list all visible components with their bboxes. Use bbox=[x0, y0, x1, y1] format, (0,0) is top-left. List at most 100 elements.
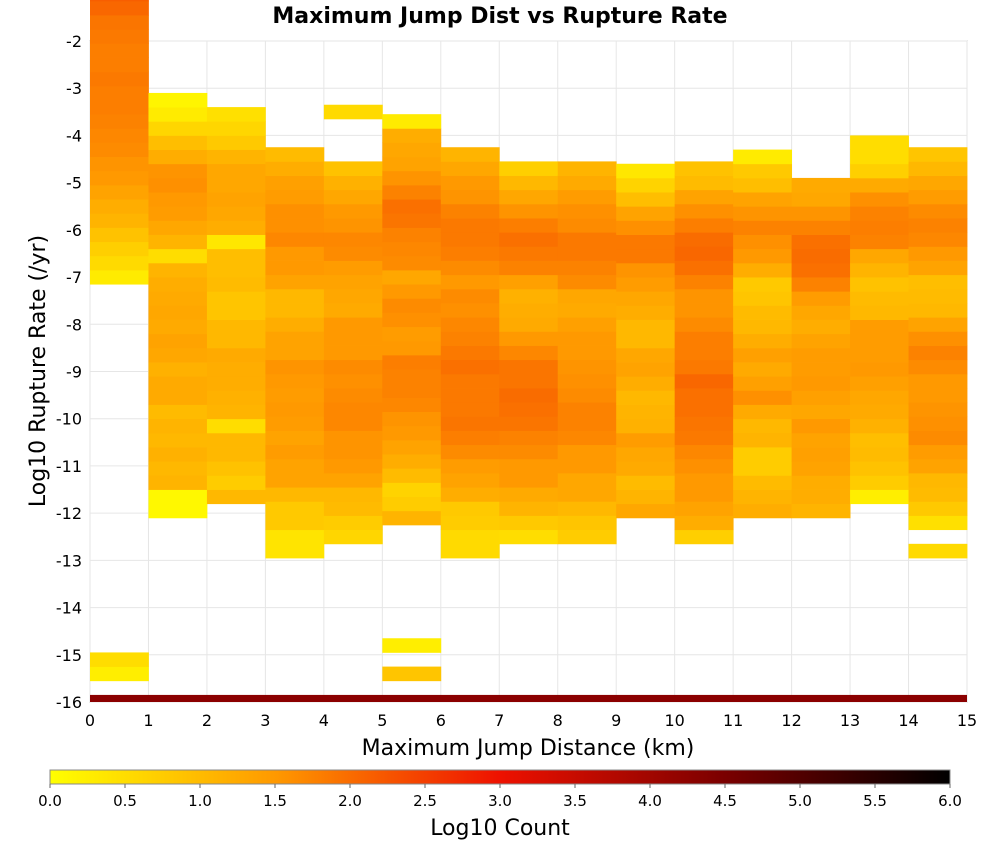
heatmap-cell bbox=[323, 515, 383, 531]
heatmap-cell bbox=[850, 248, 909, 264]
heatmap-cell bbox=[791, 447, 851, 462]
heatmap-cell bbox=[206, 432, 266, 448]
heatmap-cell bbox=[850, 333, 909, 349]
heatmap-cell bbox=[206, 234, 266, 250]
heatmap-cell bbox=[674, 288, 734, 304]
heatmap-cell bbox=[148, 404, 208, 420]
heatmap-cell bbox=[733, 376, 792, 391]
heatmap-cell bbox=[616, 305, 676, 320]
heatmap-cell bbox=[850, 305, 909, 320]
heatmap-cell bbox=[616, 447, 676, 462]
y-tick-label: -9 bbox=[66, 363, 82, 382]
heatmap-cell bbox=[90, 666, 149, 682]
heatmap-cell bbox=[206, 262, 266, 278]
heatmap-cell bbox=[908, 402, 968, 417]
heatmap-cell bbox=[908, 246, 968, 261]
heatmap-cell bbox=[382, 255, 442, 271]
heatmap-cell bbox=[265, 444, 325, 460]
heatmap-cell bbox=[791, 305, 851, 320]
heatmap-cell bbox=[323, 303, 383, 318]
heatmap-cell bbox=[791, 362, 851, 377]
heatmap-cell bbox=[791, 475, 851, 490]
heatmap-cell bbox=[265, 161, 325, 176]
heatmap-cell bbox=[90, 57, 149, 73]
heatmap-cell bbox=[382, 425, 442, 441]
heatmap-cell bbox=[265, 288, 325, 304]
y-tick-label: -11 bbox=[56, 457, 82, 476]
heatmap-cell bbox=[557, 515, 617, 531]
heatmap-cell bbox=[265, 501, 325, 516]
heatmap-cell bbox=[733, 390, 792, 405]
heatmap-cell bbox=[616, 163, 676, 179]
heatmap-cell bbox=[557, 373, 617, 389]
heatmap-cell bbox=[733, 305, 792, 320]
heatmap-cell bbox=[850, 192, 909, 207]
heatmap-cell bbox=[148, 262, 208, 278]
heatmap-cell bbox=[616, 277, 676, 292]
heatmap-cell bbox=[674, 175, 734, 191]
heatmap-cell bbox=[908, 260, 968, 276]
heatmap-cell bbox=[908, 232, 968, 247]
heatmap-cell bbox=[440, 501, 500, 516]
heatmap-cell bbox=[791, 220, 851, 235]
heatmap-cell bbox=[499, 458, 559, 474]
heatmap-cell bbox=[265, 260, 325, 276]
heatmap-cell bbox=[499, 161, 559, 176]
heatmap-cell bbox=[265, 487, 325, 502]
heatmap-cell bbox=[148, 92, 208, 108]
heatmap-cell bbox=[323, 359, 383, 375]
heatmap-cell bbox=[148, 503, 208, 519]
heatmap-cell bbox=[265, 416, 325, 431]
heatmap-cell bbox=[206, 404, 266, 420]
heatmap-cell bbox=[674, 232, 734, 247]
heatmap-cell bbox=[265, 317, 325, 332]
heatmap-cell bbox=[499, 288, 559, 304]
heatmap-cell bbox=[674, 515, 734, 531]
heatmap-cell bbox=[265, 274, 325, 290]
heatmap-cell bbox=[733, 404, 792, 420]
heatmap-cell bbox=[148, 418, 208, 434]
heatmap-cell bbox=[674, 458, 734, 474]
heatmap-cell bbox=[850, 390, 909, 405]
heatmap-cell bbox=[908, 501, 968, 516]
heatmap-cell bbox=[148, 206, 208, 221]
colorbar-tick-label: 4.5 bbox=[713, 792, 737, 810]
heatmap-cell bbox=[440, 388, 500, 403]
heatmap-cell bbox=[850, 362, 909, 377]
heatmap-cells bbox=[90, 0, 968, 702]
heatmap-cell bbox=[674, 317, 734, 332]
x-tick-label: 12 bbox=[781, 711, 801, 730]
heatmap-cell bbox=[206, 220, 266, 235]
heatmap-cell bbox=[382, 482, 442, 498]
heatmap-cell bbox=[90, 241, 149, 257]
heatmap-cell bbox=[90, 185, 149, 200]
heatmap-cell bbox=[791, 390, 851, 405]
heatmap-cell bbox=[323, 487, 383, 502]
heatmap-cell bbox=[557, 458, 617, 474]
heatmap-cell bbox=[908, 331, 968, 346]
heatmap-cell bbox=[733, 347, 792, 363]
heatmap-cell bbox=[323, 402, 383, 417]
heatmap-cell bbox=[382, 666, 442, 682]
heatmap-cell bbox=[791, 319, 851, 335]
heatmap-cell bbox=[733, 447, 792, 462]
heatmap-cell bbox=[206, 149, 266, 165]
heatmap-cell bbox=[382, 114, 442, 129]
heatmap-cell bbox=[323, 529, 383, 545]
heatmap-cell bbox=[265, 402, 325, 417]
heatmap-cell bbox=[90, 100, 149, 115]
heatmap-cell bbox=[206, 418, 266, 434]
heatmap-cell bbox=[733, 192, 792, 207]
heatmap-cell bbox=[791, 503, 851, 519]
heatmap-cell bbox=[499, 260, 559, 276]
heatmap-cell bbox=[148, 475, 208, 490]
heatmap-cell bbox=[382, 383, 442, 398]
colorbar-ticks: 0.0 0.5 1.0 1.5 2.0 2.5 3.0 3.5 4.0 4.5 5.0 5.5 6.0 bbox=[38, 784, 962, 810]
heatmap-cell bbox=[557, 388, 617, 403]
heatmap-cell bbox=[733, 220, 792, 235]
heatmap-cell bbox=[90, 255, 149, 271]
y-tick-label: -2 bbox=[66, 32, 82, 51]
heatmap-cell bbox=[499, 317, 559, 332]
heatmap-cell bbox=[323, 218, 383, 233]
heatmap-cell bbox=[908, 515, 968, 531]
